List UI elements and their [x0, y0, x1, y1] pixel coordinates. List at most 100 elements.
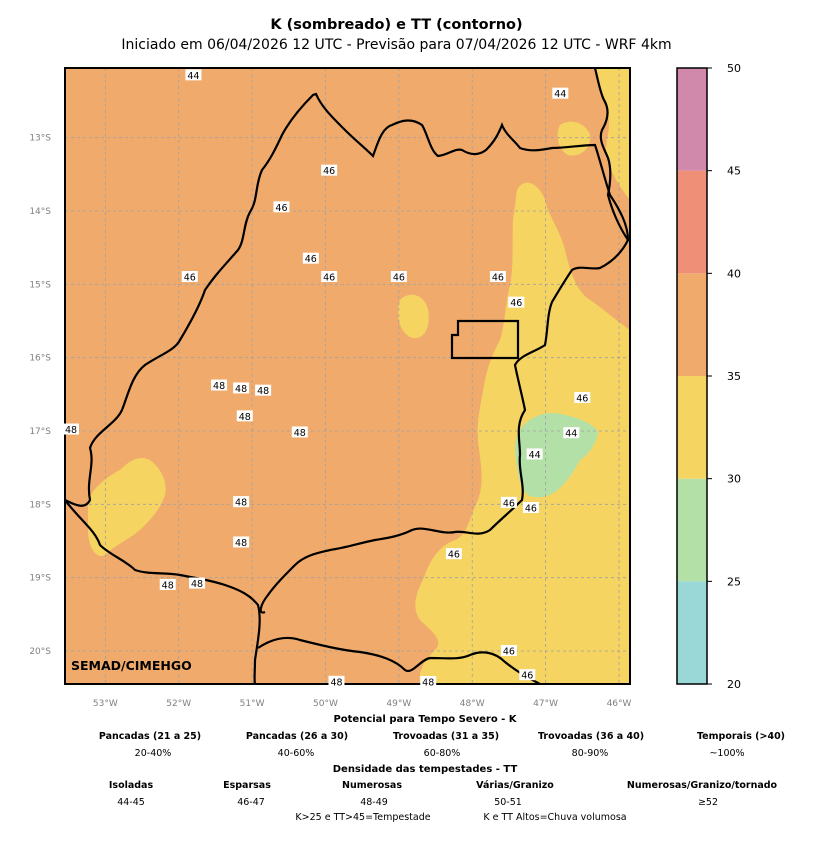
tt-contour-label-bg: [526, 448, 543, 460]
legend-note-storm: K>25 e TT>45=Tempestade: [295, 812, 431, 823]
lat-tick-label: 16°S: [29, 354, 51, 364]
tt-legend-value-4: 50-51: [494, 797, 522, 808]
tt-legend-value-5: ≥52: [697, 797, 719, 808]
tt-contour-label-bg: [233, 496, 250, 508]
mg-south-border: [257, 636, 541, 684]
tt-contour-label-bg: [211, 379, 228, 391]
tt-legend-label-4: Várias/Granizo: [476, 780, 554, 791]
tt-contour-labels: 44 44 46 46 46 46 46 46 46 46 48 48 48 48 48 48 46 44 44 46…: [63, 69, 591, 689]
colorbar-tick-label: 30: [727, 473, 741, 486]
chart-subtitle: Iniciado em 06/04/2026 12 UTC - Previsão…: [121, 37, 672, 53]
tt-contour-label: 46: [492, 273, 504, 284]
colorbar-tick-label: 50: [727, 62, 741, 75]
goias-border: [65, 92, 630, 614]
colorbar-band-40-45: [677, 170, 707, 274]
tt-contour-label-bg: [233, 382, 250, 394]
tt-contour-label: 46: [503, 647, 515, 658]
tt-contour-label-bg: [255, 384, 272, 396]
colorbar-tick-label: 45: [727, 165, 741, 178]
tt-contour-label: 48: [294, 428, 306, 439]
tt-contour-label: 46: [521, 671, 533, 682]
colorbar-band-20-25: [677, 581, 707, 684]
tt-contour-label-bg: [236, 410, 253, 422]
tt-contour-label: 44: [529, 450, 541, 461]
colorbar-tick-label: 20: [727, 678, 741, 691]
tt-legend-label-3: Numerosas: [342, 780, 402, 791]
tt-legend-value-2: 46-47: [237, 797, 265, 808]
tt-contour-label-bg: [500, 645, 517, 656]
tt-contour-label: 48: [257, 386, 269, 397]
tt-contour-label-bg: [328, 675, 345, 687]
k-legend-value-2: 40-60%: [277, 748, 315, 759]
tt-contour-label-bg: [574, 392, 591, 403]
tt-contour-label: 46: [275, 203, 287, 214]
k-legend-value-4: 80-90%: [571, 748, 609, 759]
tt-contour-label: 48: [162, 581, 174, 592]
tt-contour-label: 46: [576, 394, 588, 405]
tt-contour-label-bg: [291, 426, 308, 438]
lon-tick-label: 50°W: [313, 699, 338, 709]
tt-contour-label-bg: [552, 87, 569, 99]
k-legend-label-2: Pancadas (26 a 30): [245, 731, 349, 742]
tt-contour-label: 48: [330, 677, 342, 688]
colorbar-band-45-50: [677, 68, 707, 171]
tt-contour-label-bg: [181, 271, 198, 282]
tt-contour-label-bg: [390, 271, 407, 282]
tt-contour-label: 48: [422, 678, 434, 689]
tt-contour-label-bg: [445, 548, 462, 560]
tt-contour-label-bg: [321, 164, 338, 176]
tt-contour-label-bg: [321, 271, 338, 282]
k-legend-value-3: 60-80%: [423, 748, 461, 759]
axis-tick-labels: 53°W 52°W 51°W 50°W 49°W 48°W 47°W 46°W 13°S 14°S…: [29, 134, 631, 709]
state-borders: [65, 68, 630, 684]
lon-tick-label: 47°W: [533, 699, 558, 709]
lat-tick-label: 13°S: [29, 134, 51, 144]
ba-border: [593, 68, 629, 241]
k-legend-value-1: 20-40%: [134, 748, 172, 759]
lon-tick-label: 52°W: [166, 699, 191, 709]
tt-contour-label-bg: [302, 252, 319, 264]
tt-contour-label: 46: [184, 273, 196, 284]
colorbar-band-30-35: [677, 376, 707, 479]
map-frame: [64, 67, 631, 685]
k-legend-value-5: ~100%: [709, 748, 745, 759]
tt-contour-label-bg: [63, 423, 79, 435]
tt-contour-label-bg: [563, 427, 580, 439]
lon-tick-label: 46°W: [607, 699, 632, 709]
tt-contour-label: 44: [554, 89, 566, 100]
lat-lon-grid: [65, 68, 630, 684]
lon-tick-label: 53°W: [93, 699, 118, 709]
colorbar-band-35-40: [677, 273, 707, 376]
tt-contour-label: 48: [235, 538, 247, 549]
tt-contour-label: 46: [323, 273, 335, 284]
watermark: SEMAD/CIMEHGO: [71, 658, 192, 673]
tt-contour-label-bg: [273, 201, 290, 213]
lat-tick-label: 14°S: [29, 207, 51, 217]
tt-contour-label-bg: [159, 579, 176, 590]
tt-contour-label-bg: [508, 296, 525, 308]
tt-legend-label-5: Numerosas/Granizo/tornado: [626, 780, 778, 791]
k-legend-label-1: Pancadas (21 a 25): [98, 731, 202, 742]
tt-contour-label: 48: [239, 412, 251, 423]
colorbar-tick-label: 25: [727, 575, 741, 588]
k-region-30-35-ne: [595, 68, 630, 200]
tt-legend-label-2: Esparsas: [223, 780, 271, 791]
chart-title: K (sombreado) e TT (contorno): [270, 17, 523, 33]
tt-contour-label: 48: [213, 381, 225, 392]
lat-tick-label: 17°S: [29, 427, 51, 437]
lat-tick-label: 19°S: [29, 574, 51, 584]
tt-legend-value-1: 44-45: [117, 797, 145, 808]
tt-contour-label: 48: [191, 579, 203, 590]
tt-contour-label: 46: [393, 273, 405, 284]
tt-contour-label-bg: [519, 669, 536, 681]
k-legend-label-5: Temporais (>40): [696, 731, 786, 742]
tt-contour-label: 46: [305, 254, 317, 265]
lon-tick-label: 49°W: [386, 699, 411, 709]
lat-tick-label: 15°S: [29, 280, 51, 290]
k-legend-label-4: Trovoadas (36 a 40): [537, 731, 645, 742]
lon-tick-label: 51°W: [240, 699, 265, 709]
tt-contour-label-bg: [522, 502, 539, 513]
colorbar-tick-label: 35: [727, 370, 741, 383]
tt-contour-label-bg: [489, 271, 506, 282]
